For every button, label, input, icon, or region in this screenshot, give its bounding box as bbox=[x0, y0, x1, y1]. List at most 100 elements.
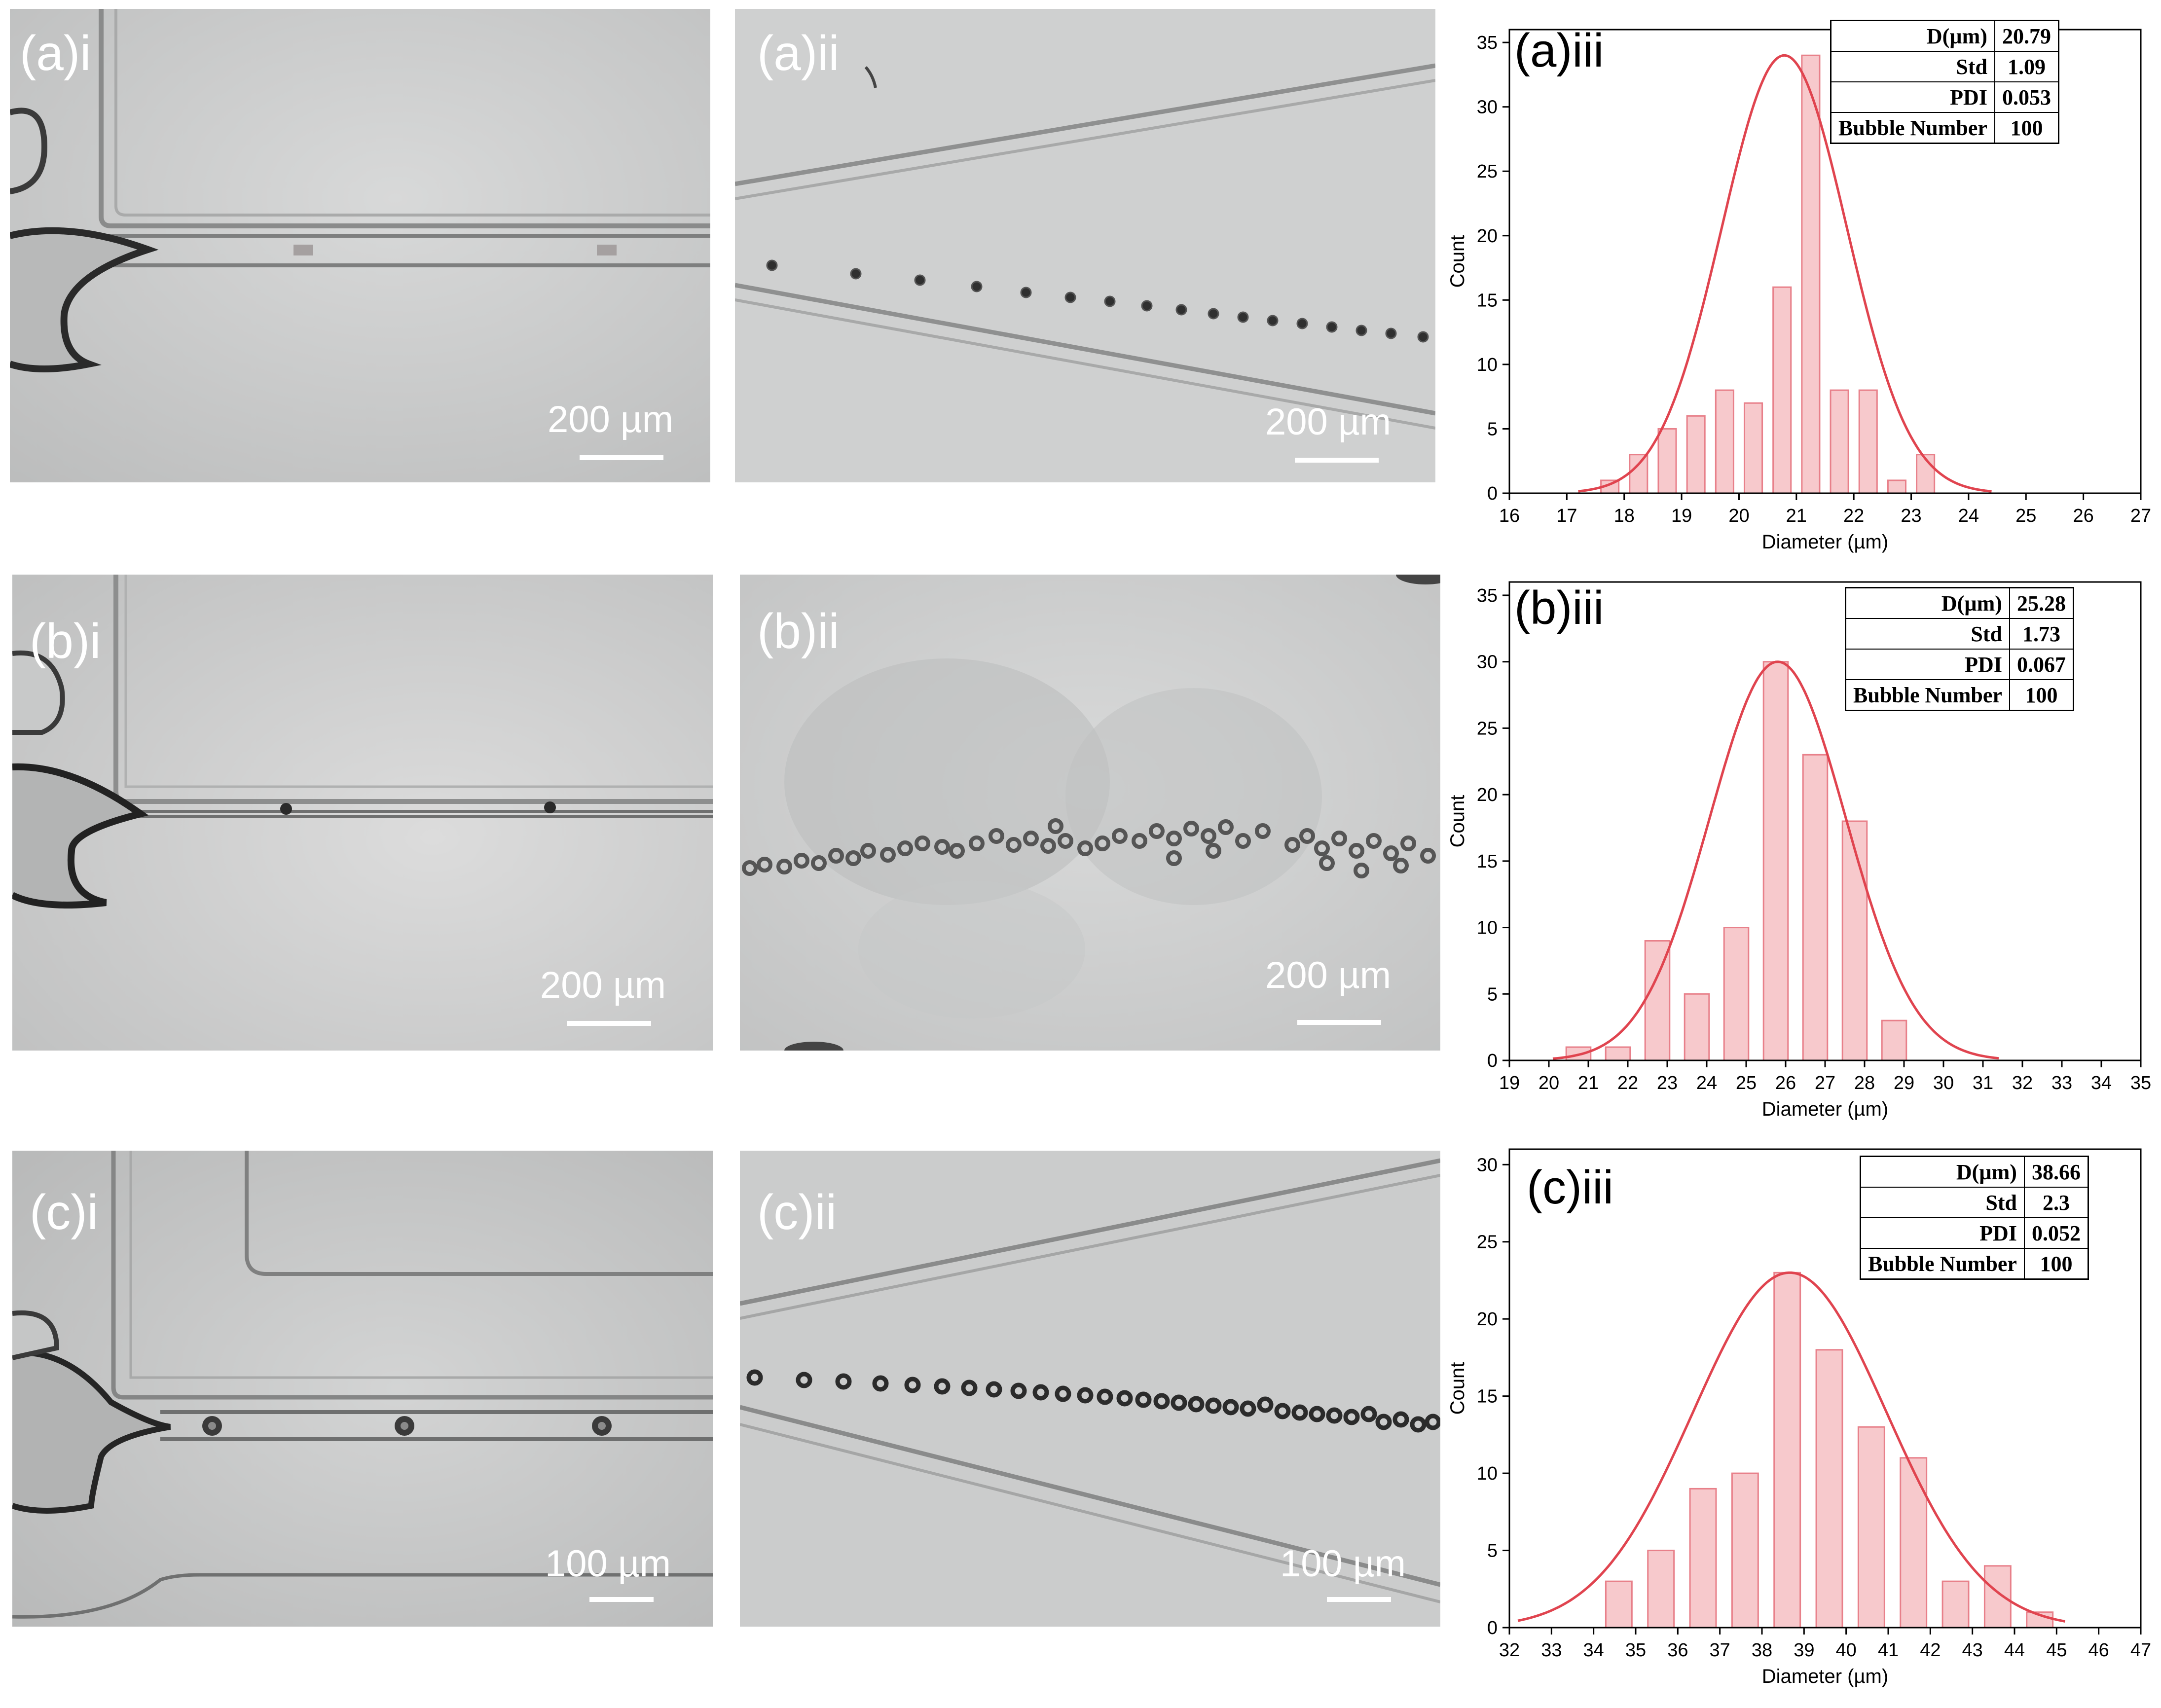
stats-value: 100 bbox=[2009, 679, 2074, 711]
y-tick-label: 5 bbox=[1487, 419, 1498, 439]
x-tick-label: 32 bbox=[1499, 1640, 1520, 1661]
stats-key: D(µm) bbox=[1830, 20, 1995, 52]
scale-bar-label: 100 µm bbox=[545, 1543, 671, 1585]
stats-value: 0.067 bbox=[2009, 649, 2074, 680]
scale-bar bbox=[589, 1597, 654, 1602]
y-tick-label: 5 bbox=[1487, 984, 1498, 1005]
histogram-bar bbox=[1801, 54, 1821, 494]
x-axis-label: Diameter (µm) bbox=[1762, 1098, 1888, 1120]
histogram-bar bbox=[1916, 454, 1936, 494]
stats-value: 38.66 bbox=[2023, 1156, 2089, 1188]
stats-value: 1.09 bbox=[1994, 51, 2059, 82]
histogram-bar bbox=[1744, 402, 1763, 494]
histogram-bar bbox=[1605, 1046, 1631, 1061]
histogram-b: 19 20 21 22 23 24 25 26 27 28 29 30 31 32 33 34 35 0 5 10 15… bbox=[1447, 581, 2151, 1120]
x-tick-label: 20 bbox=[1538, 1073, 1559, 1093]
histogram-panel-b: 19 20 21 22 23 24 25 26 27 28 29 30 31 32 33 34 35 0 5 10 15… bbox=[1440, 567, 2161, 1134]
micrograph-b-i: (b)i 200 µm bbox=[12, 575, 713, 1051]
y-tick-label: 20 bbox=[1477, 1309, 1498, 1330]
scale-bar-label: 100 µm bbox=[1280, 1543, 1406, 1585]
stats-key: PDI bbox=[1845, 649, 2010, 680]
x-tick-label: 27 bbox=[2130, 506, 2151, 526]
x-tick-label: 23 bbox=[1901, 506, 1921, 526]
x-tick-label: 16 bbox=[1499, 506, 1520, 526]
x-tick-label: 45 bbox=[2046, 1640, 2067, 1661]
micrograph-a-i: (a)i 200 µm bbox=[10, 9, 710, 482]
y-tick-label: 10 bbox=[1477, 355, 1498, 375]
histogram-bar bbox=[1830, 389, 1849, 494]
stats-row: PDI 0.052 bbox=[1860, 1217, 2089, 1249]
y-tick-label: 20 bbox=[1477, 785, 1498, 805]
stats-row: PDI 0.053 bbox=[1830, 81, 2059, 113]
y-tick-label: 20 bbox=[1477, 226, 1498, 247]
plot-frame bbox=[1508, 29, 2142, 494]
stats-row: Bubble Number 100 bbox=[1830, 112, 2059, 144]
y-tick-label: 5 bbox=[1487, 1541, 1498, 1562]
histogram-panel-c: 32 33 34 35 36 37 38 39 40 41 42 43 44 45 46 47 0 5 10 15 20… bbox=[1440, 1134, 2161, 1708]
x-tick-label: 22 bbox=[1617, 1073, 1638, 1093]
x-tick-label: 38 bbox=[1752, 1640, 1772, 1661]
stats-value: 100 bbox=[1994, 112, 2059, 144]
x-tick-label: 43 bbox=[1962, 1640, 1983, 1661]
gaussian-fit-line bbox=[1552, 660, 1999, 1060]
histogram-bar bbox=[1858, 389, 1878, 494]
scale-bar bbox=[1295, 458, 1379, 463]
x-tick-label: 24 bbox=[1958, 506, 1979, 526]
histogram-bar bbox=[1629, 454, 1648, 494]
micrograph-a-i-image bbox=[10, 9, 710, 482]
x-tick-label: 32 bbox=[2012, 1073, 2033, 1093]
x-tick-label: 25 bbox=[1736, 1073, 1757, 1093]
stats-key: Std bbox=[1845, 618, 2010, 650]
panel-label: (b)i bbox=[30, 614, 101, 669]
x-tick-label: 47 bbox=[2130, 1640, 2151, 1661]
stats-key: Bubble Number bbox=[1845, 679, 2010, 711]
histogram-a: 16 17 18 19 20 21 22 23 24 25 26 27 0 5 10 15 20 25 30 35 Di… bbox=[1447, 29, 2151, 553]
stats-value: 1.73 bbox=[2009, 618, 2074, 650]
micrograph-c-ii: (c)ii 100 µm bbox=[740, 1151, 1440, 1627]
stats-row: Std 2.3 bbox=[1860, 1187, 2089, 1218]
gaussian-fit-line bbox=[1578, 54, 1992, 493]
x-tick-label: 22 bbox=[1843, 506, 1864, 526]
y-tick-label: 15 bbox=[1477, 1386, 1498, 1407]
x-tick-label: 35 bbox=[1625, 1640, 1646, 1661]
y-tick-label: 15 bbox=[1477, 851, 1498, 872]
y-tick-label: 30 bbox=[1477, 652, 1498, 673]
x-tick-label: 30 bbox=[1933, 1073, 1954, 1093]
y-axis-label: Count bbox=[1447, 235, 1468, 288]
scale-bar-label: 200 µm bbox=[548, 399, 674, 440]
x-tick-label: 33 bbox=[2051, 1073, 2072, 1093]
stats-table: D(µm) 20.79 Std 1.09 PDI 0.053 Bubble Numbe… bbox=[1830, 20, 2059, 144]
histogram-bar bbox=[1647, 1550, 1675, 1629]
x-tick-label: 18 bbox=[1614, 506, 1635, 526]
x-tick-label: 36 bbox=[1667, 1640, 1688, 1661]
stats-row: Std 1.09 bbox=[1830, 51, 2059, 82]
stats-value: 25.28 bbox=[2009, 587, 2074, 619]
stats-row: Bubble Number 100 bbox=[1845, 679, 2074, 711]
stats-value: 20.79 bbox=[1994, 20, 2059, 52]
stats-table: D(µm) 25.28 Std 1.73 PDI 0.067 Bubble Numbe… bbox=[1845, 587, 2074, 711]
stats-row: D(µm) 25.28 bbox=[1845, 587, 2074, 619]
stats-key: Bubble Number bbox=[1860, 1248, 2025, 1280]
x-tick-label: 46 bbox=[2088, 1640, 2109, 1661]
panel-label: (a)ii bbox=[757, 26, 840, 81]
histogram-bar bbox=[1773, 1272, 1801, 1629]
micrograph-c-i-image bbox=[12, 1151, 713, 1627]
histogram-bar bbox=[1881, 1019, 1907, 1061]
x-tick-label: 37 bbox=[1710, 1640, 1730, 1661]
x-tick-label: 29 bbox=[1894, 1073, 1914, 1093]
y-tick-label: 35 bbox=[1477, 585, 1498, 606]
x-axis-label: Diameter (µm) bbox=[1762, 531, 1888, 553]
y-tick-label: 35 bbox=[1477, 33, 1498, 53]
y-axis-label: Count bbox=[1447, 795, 1468, 848]
histogram-bar bbox=[1941, 1580, 1970, 1629]
y-tick-label: 15 bbox=[1477, 290, 1498, 311]
plot-frame bbox=[1508, 1148, 2142, 1629]
y-tick-label: 10 bbox=[1477, 918, 1498, 939]
histogram-bar bbox=[1686, 415, 1706, 494]
x-tick-label: 44 bbox=[2004, 1640, 2025, 1661]
scale-bar-label: 200 µm bbox=[1265, 954, 1392, 996]
stats-row: Bubble Number 100 bbox=[1860, 1248, 2089, 1280]
histogram-bar bbox=[2026, 1611, 2054, 1629]
x-tick-label: 35 bbox=[2130, 1073, 2151, 1093]
histogram-bar bbox=[1772, 286, 1792, 494]
